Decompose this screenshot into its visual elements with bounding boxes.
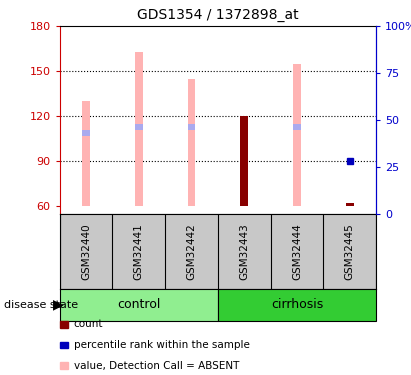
Bar bbox=[240, 116, 248, 206]
Bar bbox=[82, 130, 90, 136]
Text: GSM32445: GSM32445 bbox=[345, 223, 355, 280]
Text: disease state: disease state bbox=[4, 300, 78, 310]
Text: cirrhosis: cirrhosis bbox=[271, 298, 323, 311]
Bar bbox=[135, 52, 143, 206]
Text: percentile rank within the sample: percentile rank within the sample bbox=[74, 340, 250, 350]
Text: count: count bbox=[74, 320, 104, 329]
Title: GDS1354 / 1372898_at: GDS1354 / 1372898_at bbox=[137, 9, 299, 22]
Text: GSM32440: GSM32440 bbox=[81, 223, 91, 280]
Text: GSM32444: GSM32444 bbox=[292, 223, 302, 280]
Bar bbox=[135, 124, 143, 130]
Bar bbox=[60, 289, 218, 321]
Text: control: control bbox=[117, 298, 160, 311]
Bar bbox=[82, 101, 90, 206]
Bar bbox=[187, 79, 195, 206]
Text: value, Detection Call = ABSENT: value, Detection Call = ABSENT bbox=[74, 361, 239, 370]
Bar bbox=[346, 203, 353, 206]
Text: GSM32443: GSM32443 bbox=[239, 223, 249, 280]
Text: GSM32442: GSM32442 bbox=[187, 223, 196, 280]
Text: ▶: ▶ bbox=[53, 298, 64, 312]
Bar bbox=[293, 64, 301, 206]
Bar bbox=[218, 289, 376, 321]
Text: GSM32441: GSM32441 bbox=[134, 223, 144, 280]
Bar bbox=[187, 124, 195, 130]
Bar bbox=[293, 124, 301, 130]
